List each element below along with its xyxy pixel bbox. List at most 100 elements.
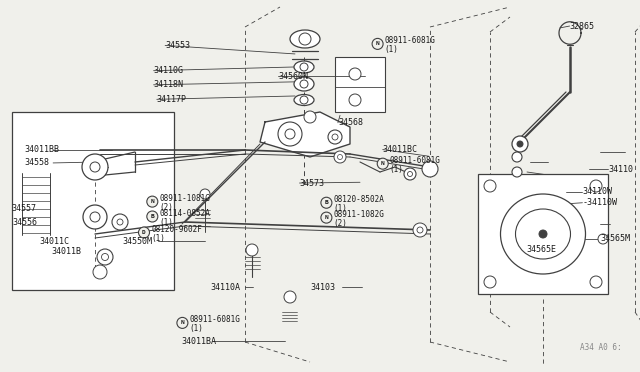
Text: (2): (2) <box>159 203 173 212</box>
Circle shape <box>598 234 608 244</box>
Text: 34011B: 34011B <box>51 247 81 256</box>
Text: B: B <box>150 214 154 219</box>
Circle shape <box>328 130 342 144</box>
Circle shape <box>147 211 158 222</box>
Text: 34558: 34558 <box>24 158 49 167</box>
Text: (1): (1) <box>159 218 173 227</box>
Circle shape <box>300 63 308 71</box>
Text: 34565M: 34565M <box>600 234 630 243</box>
Text: 08120-8502A: 08120-8502A <box>333 195 384 204</box>
Text: 08114-0852A: 08114-0852A <box>159 209 210 218</box>
Text: -34110W: -34110W <box>582 198 618 207</box>
Ellipse shape <box>294 77 314 91</box>
Bar <box>12 112 174 290</box>
Text: 34556: 34556 <box>13 218 38 227</box>
Text: A34 A0 6:: A34 A0 6: <box>580 343 621 352</box>
Circle shape <box>512 136 528 152</box>
Text: 34103: 34103 <box>310 283 335 292</box>
Circle shape <box>285 129 295 139</box>
Bar <box>335 57 385 112</box>
Circle shape <box>422 161 438 177</box>
Text: (1): (1) <box>189 324 204 333</box>
Text: 08120-9602F: 08120-9602F <box>151 225 202 234</box>
Ellipse shape <box>294 94 314 106</box>
Circle shape <box>334 151 346 163</box>
Text: N: N <box>150 199 154 204</box>
Bar <box>478 174 608 294</box>
Circle shape <box>517 141 523 147</box>
Circle shape <box>590 180 602 192</box>
Text: 34557: 34557 <box>12 204 36 213</box>
Circle shape <box>404 168 416 180</box>
Text: B: B <box>324 200 328 205</box>
Circle shape <box>300 80 308 88</box>
Circle shape <box>304 111 316 123</box>
Ellipse shape <box>515 209 570 259</box>
Text: 34553: 34553 <box>165 41 190 50</box>
Text: 34118N: 34118N <box>154 80 184 89</box>
Circle shape <box>349 68 361 80</box>
Text: 08911-6081G: 08911-6081G <box>390 156 440 165</box>
Circle shape <box>300 96 308 104</box>
Text: 34573: 34573 <box>300 179 324 187</box>
Circle shape <box>177 317 188 328</box>
Polygon shape <box>260 112 350 157</box>
Circle shape <box>484 180 496 192</box>
Circle shape <box>83 205 107 229</box>
Circle shape <box>349 94 361 106</box>
Text: 08911-6081G: 08911-6081G <box>385 36 435 45</box>
Circle shape <box>112 214 128 230</box>
Circle shape <box>377 158 388 169</box>
Text: 34117P: 34117P <box>157 95 187 104</box>
Circle shape <box>299 33 311 45</box>
Circle shape <box>484 276 496 288</box>
Text: 08911-1081G: 08911-1081G <box>159 194 210 203</box>
Circle shape <box>512 152 522 162</box>
Circle shape <box>321 197 332 208</box>
Text: D: D <box>142 230 146 235</box>
Text: 34011BC: 34011BC <box>383 145 418 154</box>
Text: N: N <box>381 161 385 166</box>
Circle shape <box>90 212 100 222</box>
Text: (1): (1) <box>390 165 404 174</box>
Text: 34110W: 34110W <box>582 187 612 196</box>
Text: 34565E: 34565E <box>526 246 556 254</box>
Text: N: N <box>180 320 184 326</box>
Circle shape <box>278 122 302 146</box>
Text: 34011BB: 34011BB <box>24 145 60 154</box>
Text: 34110G: 34110G <box>154 66 184 75</box>
Circle shape <box>138 227 150 238</box>
Text: 34011BA: 34011BA <box>181 337 216 346</box>
Circle shape <box>200 189 210 199</box>
Text: N: N <box>324 215 328 220</box>
Text: (1): (1) <box>151 234 165 243</box>
Text: 34560N: 34560N <box>278 72 308 81</box>
Text: 34011C: 34011C <box>40 237 70 246</box>
Ellipse shape <box>290 30 320 48</box>
Circle shape <box>82 154 108 180</box>
Text: 08911-6081G: 08911-6081G <box>189 315 240 324</box>
Circle shape <box>246 244 258 256</box>
Ellipse shape <box>500 194 586 274</box>
Circle shape <box>147 196 158 207</box>
Text: N: N <box>376 41 380 46</box>
Text: 08911-1082G: 08911-1082G <box>333 210 384 219</box>
Text: 34568: 34568 <box>338 118 363 127</box>
Circle shape <box>590 276 602 288</box>
Circle shape <box>90 162 100 172</box>
Circle shape <box>413 223 427 237</box>
Circle shape <box>97 249 113 265</box>
Circle shape <box>539 230 547 238</box>
Circle shape <box>372 38 383 49</box>
Text: (2): (2) <box>333 219 348 228</box>
Circle shape <box>512 167 522 177</box>
Circle shape <box>284 291 296 303</box>
Text: 34550M: 34550M <box>123 237 153 246</box>
Circle shape <box>321 212 332 223</box>
Text: (1): (1) <box>333 204 348 213</box>
Text: 32865: 32865 <box>570 22 595 31</box>
Text: (1): (1) <box>385 45 399 54</box>
Circle shape <box>93 265 107 279</box>
Text: 34110A: 34110A <box>210 283 240 292</box>
Ellipse shape <box>294 61 314 73</box>
